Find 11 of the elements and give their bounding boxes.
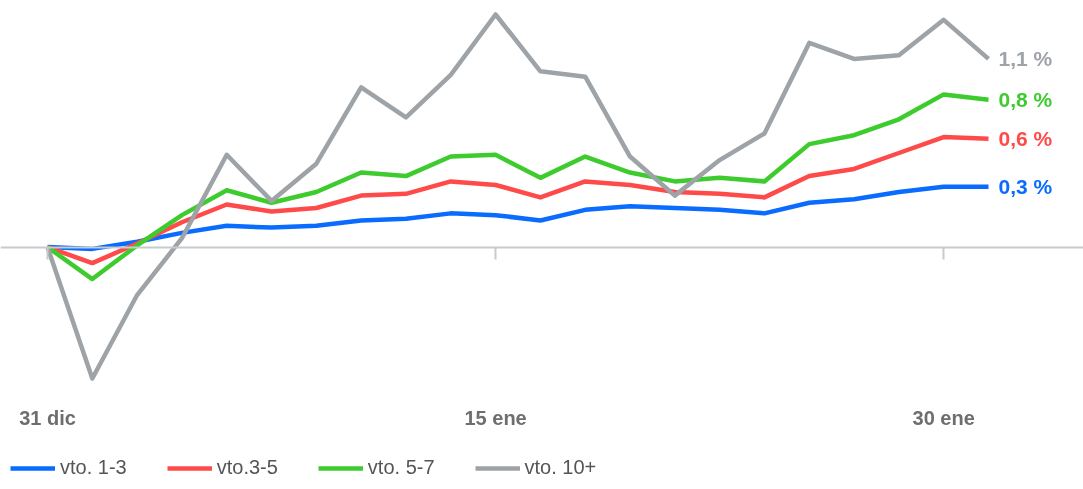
legend-label: vto. 10+ (524, 456, 597, 479)
data-label: 0,3 % (998, 175, 1053, 199)
data-label: 0,8 % (998, 88, 1053, 112)
x-tick-label: 31 dic (19, 406, 76, 429)
x-tick-label: 30 ene (912, 406, 975, 429)
legend-label: vto.3-5 (216, 456, 278, 479)
legend-label: vto. 1-3 (60, 456, 127, 479)
x-tick-label: 15 ene (464, 406, 527, 429)
legend-label: vto. 5-7 (367, 456, 435, 479)
data-label: 0,6 % (998, 127, 1053, 151)
data-label: 1,1 % (998, 47, 1053, 71)
